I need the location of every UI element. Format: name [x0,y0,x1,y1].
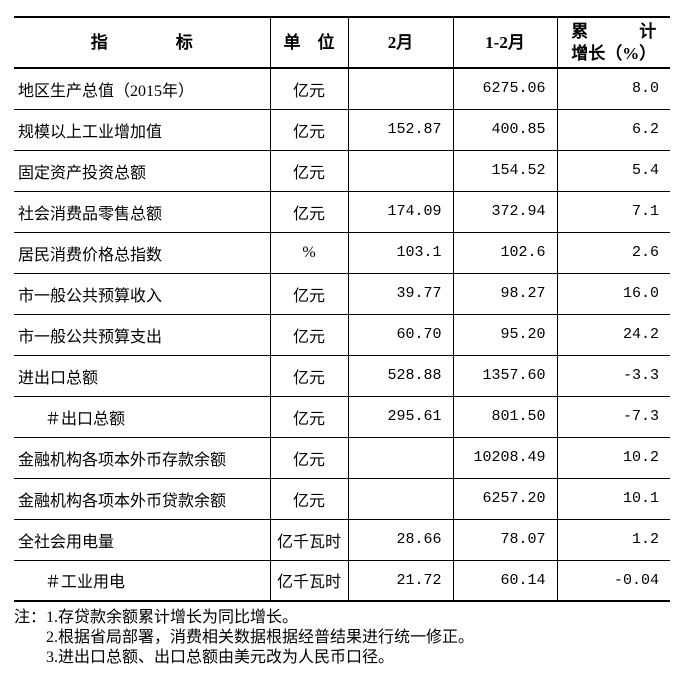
cell-feb [347,437,453,478]
cell-growth: 16.0 [556,273,670,314]
table-row: 规模以上工业增加值 亿元 152.87 400.85 6.2 [14,109,670,150]
notes-label: 注： [14,609,47,626]
table-row: 居民消费价格总指数 % 103.1 102.6 2.6 [14,232,670,273]
col-header-growth-line1: 累 计 [571,21,657,41]
cell-growth: 10.2 [556,437,670,478]
col-header-growth: 累 计 增长（%） [556,17,670,68]
cell-unit: 亿元 [269,314,348,355]
cell-indicator: ＃出口总额 [45,410,126,428]
cell-indicator: 市一般公共预算收入 [18,287,163,305]
table-row: 全社会用电量 亿千瓦时 28.66 78.07 1.2 [14,519,670,560]
cell-growth: 7.1 [556,191,670,232]
table-row: 固定资产投资总额 亿元 154.52 5.4 [14,150,670,191]
cell-unit: 亿元 [269,109,348,150]
cell-janfeb: 372.94 [452,191,557,232]
cell-feb [347,478,453,519]
table-row: ＃出口总额 亿元 295.61 801.50 -7.3 [14,396,670,437]
cell-feb [347,150,453,191]
cell-indicator: 社会消费品零售总额 [18,205,163,223]
cell-unit: 亿元 [269,273,348,314]
note-item: 2.根据省局部署，消费相关数据根据经普结果进行统一修正。 [46,629,475,646]
cell-growth: 1.2 [556,519,670,560]
cell-unit: 亿元 [269,191,348,232]
col-header-janfeb: 1-2月 [452,17,557,68]
cell-janfeb: 60.14 [452,560,557,601]
col-header-unit: 单 位 [269,17,348,68]
table-row: 金融机构各项本外币贷款余额 亿元 6257.20 10.1 [14,478,670,519]
cell-feb: 528.88 [347,355,453,396]
cell-growth: 8.0 [556,68,670,109]
cell-feb: 152.87 [347,109,453,150]
cell-indicator: 固定资产投资总额 [18,164,147,182]
cell-indicator: 市一般公共预算支出 [18,328,163,346]
cell-unit: 亿元 [269,150,348,191]
cell-feb: 174.09 [347,191,453,232]
cell-janfeb: 154.52 [452,150,557,191]
table-row: 金融机构各项本外币存款余额 亿元 10208.49 10.2 [14,437,670,478]
cell-indicator: 地区生产总值（2015年） [18,82,195,100]
col-header-indicator: 指 标 [90,32,193,52]
cell-janfeb: 78.07 [452,519,557,560]
cell-janfeb: 1357.60 [452,355,557,396]
cell-unit: 亿千瓦时 [269,519,348,560]
col-header-feb: 2月 [347,17,453,68]
cell-growth: 2.6 [556,232,670,273]
table-row: 市一般公共预算支出 亿元 60.70 95.20 24.2 [14,314,670,355]
cell-indicator: 进出口总额 [18,369,99,387]
cell-janfeb: 10208.49 [452,437,557,478]
table-row: 进出口总额 亿元 528.88 1357.60 -3.3 [14,355,670,396]
statistics-table: 指 标 单 位 2月 1-2月 累 计 增长（%） 地区生产总值（2015年） … [14,16,670,602]
cell-janfeb: 6275.06 [452,68,557,109]
table-body: 地区生产总值（2015年） 亿元 6275.06 8.0 规模以上工业增加值 亿… [14,68,670,601]
cell-indicator: 金融机构各项本外币存款余额 [18,451,227,469]
cell-janfeb: 400.85 [452,109,557,150]
cell-unit: 亿元 [269,355,348,396]
cell-growth: 10.1 [556,478,670,519]
cell-unit: 亿元 [269,478,348,519]
cell-growth: -3.3 [556,355,670,396]
cell-unit: 亿元 [269,68,348,109]
cell-growth: -7.3 [556,396,670,437]
col-header-growth-line2: 增长（%） [571,43,657,63]
cell-janfeb: 102.6 [452,232,557,273]
cell-unit: 亿元 [269,437,348,478]
cell-unit: % [269,232,348,273]
cell-feb: 295.61 [347,396,453,437]
cell-feb [347,68,453,109]
cell-feb: 21.72 [347,560,453,601]
cell-indicator: 规模以上工业增加值 [18,123,163,141]
note-item: 3.进出口总额、出口总额由美元改为人民币口径。 [46,649,395,666]
cell-feb: 39.77 [347,273,453,314]
table-row: 地区生产总值（2015年） 亿元 6275.06 8.0 [14,68,670,109]
table-row: 社会消费品零售总额 亿元 174.09 372.94 7.1 [14,191,670,232]
cell-janfeb: 801.50 [452,396,557,437]
cell-feb: 103.1 [347,232,453,273]
cell-growth: 24.2 [556,314,670,355]
cell-indicator: 金融机构各项本外币贷款余额 [18,492,227,510]
table-row: ＃工业用电 亿千瓦时 21.72 60.14 -0.04 [14,560,670,601]
cell-growth: -0.04 [556,560,670,601]
cell-feb: 28.66 [347,519,453,560]
notes: 注： 1.存贷款余额累计增长为同比增长。 2.根据省局部署，消费相关数据根据经普结… [14,608,684,668]
cell-indicator: 居民消费价格总指数 [18,246,163,264]
notes-items: 1.存贷款余额累计增长为同比增长。 2.根据省局部署，消费相关数据根据经普结果进行… [46,608,684,668]
cell-indicator: ＃工业用电 [45,574,126,592]
cell-janfeb: 98.27 [452,273,557,314]
cell-growth: 6.2 [556,109,670,150]
cell-growth: 5.4 [556,150,670,191]
note-item: 1.存贷款余额累计增长为同比增长。 [46,609,299,626]
cell-indicator: 全社会用电量 [18,533,115,551]
cell-janfeb: 95.20 [452,314,557,355]
cell-unit: 亿千瓦时 [269,560,348,601]
header-row: 指 标 单 位 2月 1-2月 累 计 增长（%） [14,17,670,68]
table-row: 市一般公共预算收入 亿元 39.77 98.27 16.0 [14,273,670,314]
cell-feb: 60.70 [347,314,453,355]
cell-unit: 亿元 [269,396,348,437]
cell-janfeb: 6257.20 [452,478,557,519]
